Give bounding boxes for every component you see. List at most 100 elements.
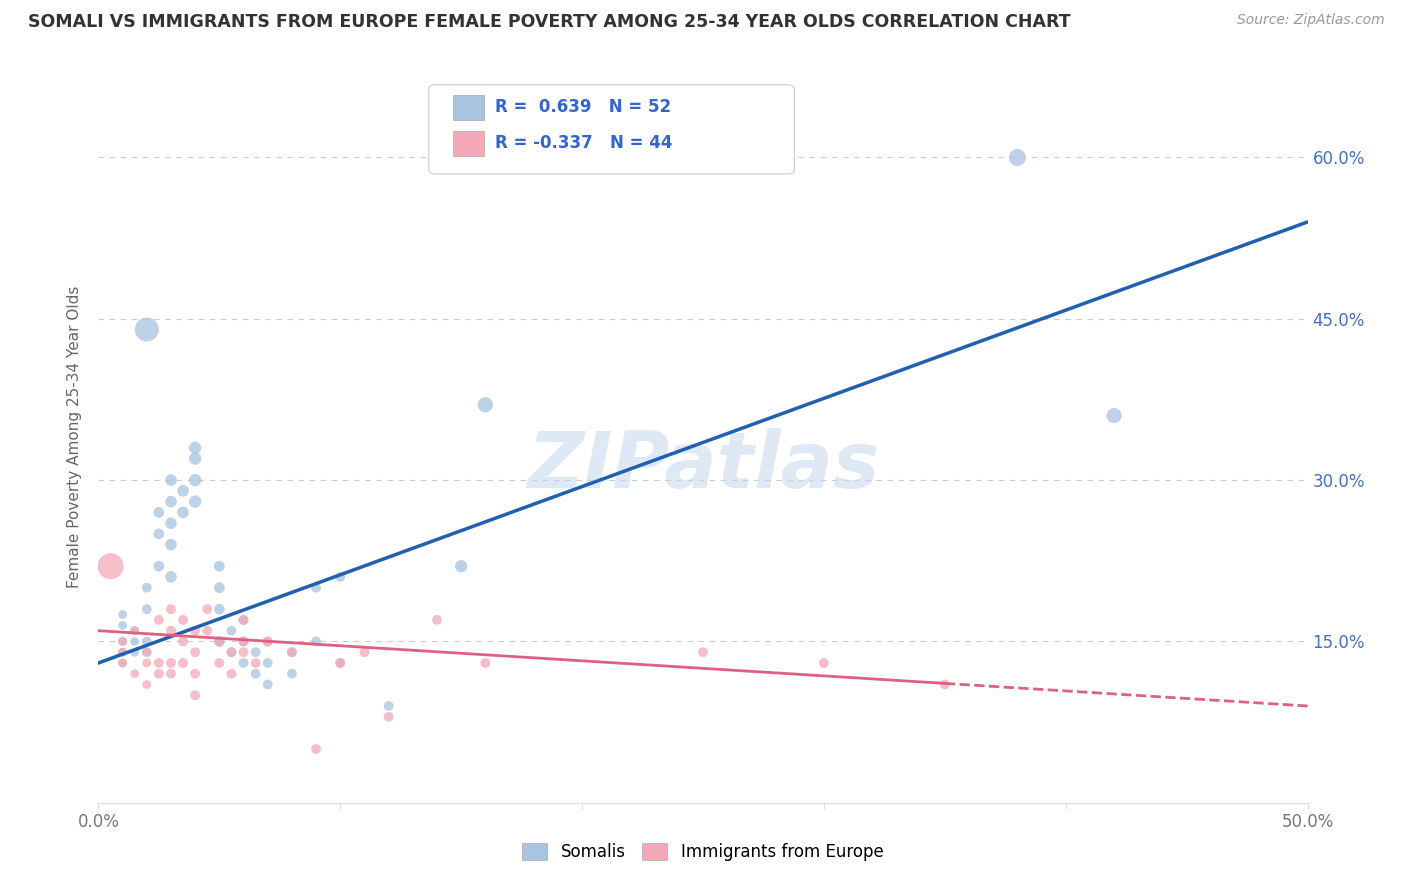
Point xyxy=(160,624,183,638)
Point xyxy=(135,634,157,648)
Point xyxy=(124,666,146,681)
Point xyxy=(160,602,183,616)
Point xyxy=(208,602,231,616)
Legend: Somalis, Immigrants from Europe: Somalis, Immigrants from Europe xyxy=(516,836,890,868)
Point xyxy=(148,613,170,627)
Point xyxy=(135,645,157,659)
Point xyxy=(184,624,207,638)
Point xyxy=(160,656,183,670)
Point xyxy=(232,634,254,648)
Point xyxy=(135,645,157,659)
Point xyxy=(208,559,231,574)
Point xyxy=(208,634,231,648)
Point xyxy=(195,624,218,638)
Point xyxy=(221,645,243,659)
Point xyxy=(184,688,207,702)
Point xyxy=(172,634,194,648)
Point xyxy=(232,634,254,648)
Point xyxy=(208,656,231,670)
Point xyxy=(305,634,328,648)
Point xyxy=(160,494,183,508)
Point xyxy=(281,645,304,659)
Point xyxy=(377,710,399,724)
Point xyxy=(232,656,254,670)
Point xyxy=(256,634,278,648)
Point xyxy=(160,666,183,681)
Point xyxy=(184,666,207,681)
Point xyxy=(160,538,183,552)
Point xyxy=(184,494,207,508)
Point xyxy=(111,634,134,648)
Point xyxy=(329,570,352,584)
Point xyxy=(135,656,157,670)
Point xyxy=(172,613,194,627)
Text: SOMALI VS IMMIGRANTS FROM EUROPE FEMALE POVERTY AMONG 25-34 YEAR OLDS CORRELATIO: SOMALI VS IMMIGRANTS FROM EUROPE FEMALE … xyxy=(28,13,1071,31)
Point xyxy=(221,645,243,659)
Point xyxy=(111,618,134,632)
Point xyxy=(353,645,375,659)
Point xyxy=(245,645,267,659)
Point xyxy=(135,602,157,616)
Point xyxy=(450,559,472,574)
Point xyxy=(111,607,134,622)
Point xyxy=(329,656,352,670)
Point xyxy=(692,645,714,659)
Text: ZIPatlas: ZIPatlas xyxy=(527,428,879,504)
Point xyxy=(256,634,278,648)
Point xyxy=(474,398,496,412)
Point xyxy=(135,322,157,336)
Point xyxy=(184,645,207,659)
Point xyxy=(111,656,134,670)
Point xyxy=(172,483,194,498)
Point xyxy=(281,666,304,681)
Point xyxy=(232,613,254,627)
Point xyxy=(377,698,399,713)
Point xyxy=(160,473,183,487)
Point xyxy=(135,581,157,595)
Point xyxy=(329,656,352,670)
Point xyxy=(135,677,157,691)
Point xyxy=(1007,150,1029,164)
Point xyxy=(232,645,254,659)
Point xyxy=(148,505,170,519)
Point xyxy=(813,656,835,670)
Point xyxy=(281,645,304,659)
Point xyxy=(1102,409,1125,423)
Point xyxy=(124,624,146,638)
Point xyxy=(184,451,207,466)
Y-axis label: Female Poverty Among 25-34 Year Olds: Female Poverty Among 25-34 Year Olds xyxy=(67,286,83,588)
Text: R =  0.639   N = 52: R = 0.639 N = 52 xyxy=(495,98,671,116)
Point xyxy=(256,656,278,670)
Point xyxy=(148,656,170,670)
Point xyxy=(184,473,207,487)
Point xyxy=(160,570,183,584)
Point xyxy=(305,581,328,595)
Point xyxy=(256,677,278,691)
Text: R = -0.337   N = 44: R = -0.337 N = 44 xyxy=(495,134,672,152)
Point xyxy=(111,634,134,648)
Point xyxy=(172,656,194,670)
Point xyxy=(111,645,134,659)
Point xyxy=(111,656,134,670)
Point xyxy=(124,624,146,638)
Point xyxy=(124,634,146,648)
Point xyxy=(184,441,207,455)
Point xyxy=(111,645,134,659)
Text: Source: ZipAtlas.com: Source: ZipAtlas.com xyxy=(1237,13,1385,28)
Point xyxy=(221,666,243,681)
Point xyxy=(208,634,231,648)
Point xyxy=(474,656,496,670)
Point xyxy=(208,581,231,595)
Point xyxy=(245,666,267,681)
Point xyxy=(148,559,170,574)
Point xyxy=(195,602,218,616)
Point xyxy=(232,613,254,627)
Point xyxy=(148,666,170,681)
Point xyxy=(426,613,449,627)
Point xyxy=(124,645,146,659)
Point xyxy=(305,742,328,756)
Point xyxy=(172,505,194,519)
Point xyxy=(148,527,170,541)
Point xyxy=(100,559,122,574)
Point xyxy=(221,624,243,638)
